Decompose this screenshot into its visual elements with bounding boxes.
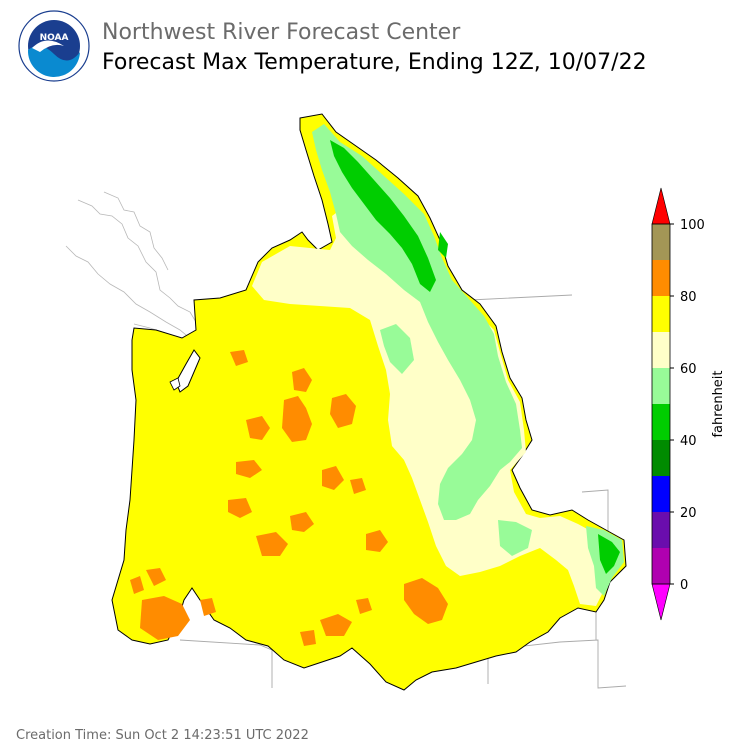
- noaa-logo: NOAA: [18, 10, 90, 82]
- tick-label: 60: [680, 362, 697, 377]
- colorbar-under-arrow: [651, 583, 671, 621]
- legend-colorbar: 100 80 60 40 20 0 fahrenheit: [651, 187, 726, 621]
- creation-time: Creation Time: Sun Oct 2 14:23:51 UTC 20…: [16, 728, 309, 743]
- colorbar-bin: [652, 332, 670, 368]
- colorbar-bin: [652, 476, 670, 512]
- logo-text: NOAA: [40, 33, 69, 43]
- tick-label: 80: [680, 290, 697, 305]
- colorbar-bin: [652, 512, 670, 548]
- colorbar-bin: [652, 548, 670, 584]
- colorbar-bin: [652, 404, 670, 440]
- hot-patches: [130, 350, 448, 646]
- tick-label: 40: [680, 434, 697, 449]
- colorbar-bin: [652, 224, 670, 260]
- colorbar-bins: [652, 224, 670, 584]
- colorbar-bin: [652, 260, 670, 296]
- colorbar-axis-label: fahrenheit: [711, 370, 726, 437]
- colorbar-bin: [652, 440, 670, 476]
- organization-title: Northwest River Forecast Center: [102, 20, 461, 45]
- coastline-outlines: [65, 191, 207, 347]
- colorbar-ticks: 100 80 60 40 20 0: [670, 218, 705, 593]
- tick-label: 0: [680, 578, 688, 593]
- colorbar-bin: [652, 296, 670, 332]
- colorbar-bin: [652, 368, 670, 404]
- tick-label: 20: [680, 506, 697, 521]
- colorbar-over-arrow: [651, 187, 671, 225]
- map-title: Forecast Max Temperature, Ending 12Z, 10…: [102, 50, 647, 75]
- tick-label: 100: [680, 218, 705, 233]
